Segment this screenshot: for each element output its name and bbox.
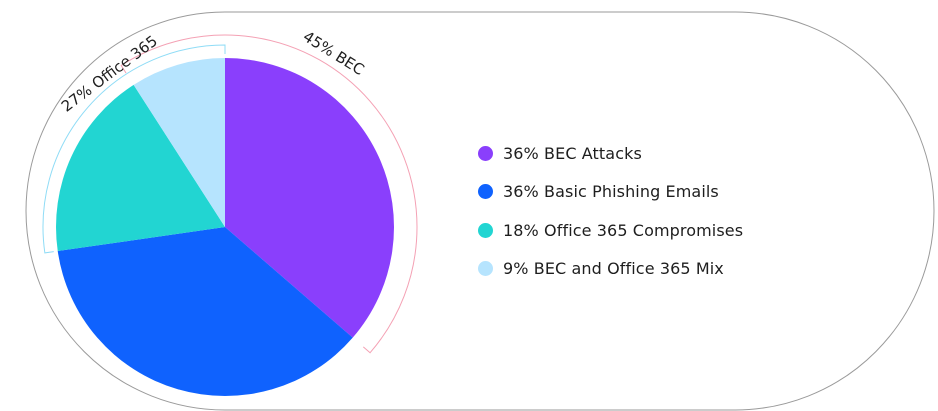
legend-item-basic-phishing: 36% Basic Phishing Emails <box>478 179 743 205</box>
legend-item-office365-compromises: 18% Office 365 Compromises <box>478 217 743 243</box>
pie-slices <box>56 58 394 396</box>
legend-label: 9% BEC and Office 365 Mix <box>503 259 724 278</box>
annotation-label-bec: 45% BEC <box>300 27 368 78</box>
pie-slice-office-365-compromises <box>56 84 226 252</box>
legend-swatch <box>478 222 493 238</box>
pie-slice-bec-and-office-365-mix <box>133 58 225 227</box>
legend-swatch <box>478 261 493 276</box>
pie-slice-basic-phishing-emails <box>57 227 353 396</box>
legend-label: 18% Office 365 Compromises <box>503 220 744 240</box>
bracket-office-365 <box>42 44 226 254</box>
chart-outline <box>25 11 935 411</box>
legend-swatch <box>478 145 493 161</box>
legend: 36% BEC Attacks 36% Basic Phishing Email… <box>478 140 743 294</box>
legend-label: 36% Basic Phishing Emails <box>503 182 719 201</box>
bracket-bec <box>120 34 418 354</box>
legend-item-bec-attacks: 36% BEC Attacks <box>478 140 743 166</box>
legend-label: 36% BEC Attacks <box>503 143 642 163</box>
pie-slice-bec-attacks <box>225 58 394 338</box>
legend-item-bec-office365-mix: 9% BEC and Office 365 Mix <box>478 256 743 282</box>
legend-swatch <box>478 184 493 199</box>
